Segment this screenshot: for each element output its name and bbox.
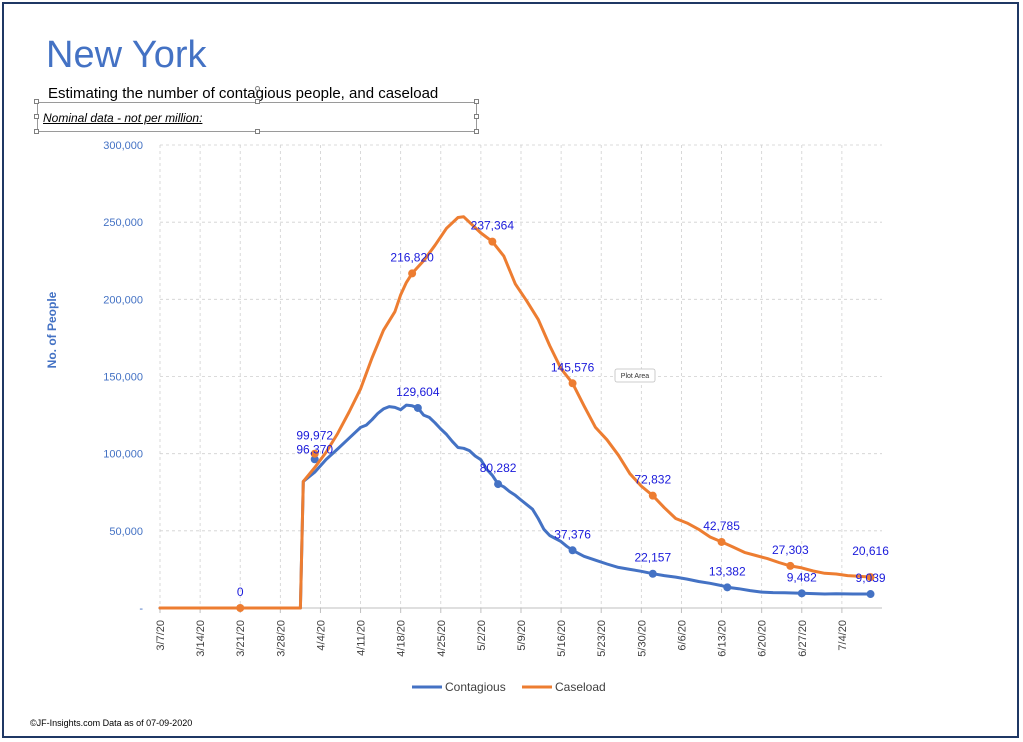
contagious-marker[interactable] — [494, 480, 503, 489]
y-tick-label: 50,000 — [109, 526, 143, 538]
y-tick-label: 100,000 — [103, 449, 143, 461]
rotate-handle[interactable] — [255, 86, 260, 91]
resize-handle[interactable] — [474, 129, 479, 134]
contagious-marker[interactable] — [723, 583, 732, 592]
caseload-data-label: 237,364 — [471, 219, 515, 233]
x-tick-label: 6/27/20 — [797, 620, 809, 657]
contagious-marker[interactable] — [648, 569, 657, 578]
y-tick-label: 150,000 — [103, 372, 143, 384]
contagious-data-label: 22,157 — [634, 551, 671, 565]
contagious-data-label: 37,376 — [554, 527, 591, 541]
x-tick-label: 4/4/20 — [315, 620, 327, 651]
x-tick-label: 4/25/20 — [436, 620, 448, 657]
caseload-data-label: 20,616 — [852, 544, 889, 558]
resize-handle[interactable] — [474, 114, 479, 119]
page-title: New York — [46, 34, 207, 76]
x-tick-label: 5/2/20 — [476, 620, 488, 651]
y-tick-label: 250,000 — [103, 217, 143, 229]
caseload-data-label: 99,972 — [296, 429, 333, 443]
x-tick-label: 5/23/20 — [596, 620, 608, 657]
resize-handle[interactable] — [34, 129, 39, 134]
x-tick-label: 7/4/20 — [837, 620, 849, 651]
contagious-data-label: 80,282 — [480, 461, 517, 475]
x-tick-label: 5/16/20 — [556, 620, 568, 657]
x-tick-label: 4/11/20 — [356, 620, 368, 656]
caseload-data-label: 216,820 — [390, 250, 434, 264]
caseload-data-label: 42,785 — [703, 519, 740, 533]
contagious-marker[interactable] — [797, 589, 806, 598]
x-tick-label: 4/18/20 — [396, 620, 408, 657]
y-tick-label: 300,000 — [103, 140, 143, 152]
caseload-marker[interactable] — [488, 237, 497, 246]
x-tick-label: 3/7/20 — [155, 620, 167, 651]
plot-area-tooltip: Plot Area — [614, 368, 656, 383]
caseload-line — [158, 215, 872, 610]
resize-handle[interactable] — [474, 99, 479, 104]
x-axis-ticks: 3/7/20 3/14/20 3/21/20 3/28/20 4/4/20 4/11/20… — [155, 620, 849, 657]
y-tick-label: 200,000 — [103, 294, 143, 306]
y-axis-label: No. of People — [45, 291, 59, 368]
caseload-data-label: 0 — [237, 585, 244, 599]
y-axis-ticks: - 50,000 100,000 150,000 200,000 250,000 300,0… — [103, 140, 143, 615]
caseload-marker[interactable] — [310, 449, 319, 458]
x-tick-label: 6/13/20 — [717, 620, 729, 657]
chart-legend[interactable]: Contagious Caseload — [412, 680, 606, 694]
x-tick-label: 3/28/20 — [275, 620, 287, 657]
caseload-marker[interactable] — [236, 604, 245, 612]
footer-credit: ©JF-Insights.com Data as of 07-09-2020 — [30, 718, 193, 728]
tooltip-box — [614, 368, 656, 383]
contagious-marker[interactable] — [568, 546, 577, 555]
x-tick-label: 6/20/20 — [757, 620, 769, 657]
contagious-data-label: 96,370 — [296, 442, 333, 456]
contagious-legend-label[interactable]: Contagious — [445, 680, 506, 694]
caseload-marker[interactable] — [648, 491, 657, 500]
data-labels: 96,370 129,604 80,282 37,376 22,157 13,382 9,4… — [237, 219, 889, 599]
tooltip-text: Plot Area — [621, 373, 650, 380]
caseload-marker[interactable] — [408, 269, 417, 278]
chart-subtitle: Estimating the number of contagious peop… — [48, 85, 439, 102]
x-tick-label: 5/9/20 — [516, 620, 528, 651]
contagious-marker[interactable] — [310, 455, 319, 464]
resize-handle[interactable] — [34, 114, 39, 119]
caseload-data-label: 145,576 — [551, 360, 595, 374]
resize-handle[interactable] — [255, 129, 260, 134]
contagious-data-label: 9,482 — [787, 570, 817, 584]
x-tick-label: 3/14/20 — [195, 620, 207, 657]
contagious-data-label: 9,039 — [856, 571, 886, 585]
y-tick-label: - — [139, 603, 143, 615]
resize-handle[interactable] — [255, 99, 260, 104]
caseload-marker[interactable] — [786, 561, 795, 570]
caseload-data-label: 27,303 — [772, 543, 809, 557]
chart-series — [158, 215, 875, 612]
caseload-data-label: 72,832 — [634, 473, 671, 487]
caseload-marker[interactable] — [866, 573, 875, 582]
contagious-line — [158, 403, 872, 610]
x-tick-label: 3/21/20 — [235, 620, 247, 657]
caseload-marker[interactable] — [568, 379, 577, 388]
nominal-note: Nominal data - not per million: — [43, 111, 203, 125]
contagious-data-label: 129,604 — [396, 385, 440, 399]
caseload-marker[interactable] — [717, 537, 726, 546]
x-tick-label: 5/30/20 — [636, 620, 648, 657]
caseload-legend-label[interactable]: Caseload — [555, 680, 606, 694]
contagious-marker[interactable] — [866, 590, 875, 599]
resize-handle[interactable] — [34, 99, 39, 104]
contagious-data-label: 13,382 — [709, 564, 746, 578]
contagious-marker[interactable] — [413, 403, 422, 412]
x-tick-label: 6/6/20 — [676, 620, 688, 651]
